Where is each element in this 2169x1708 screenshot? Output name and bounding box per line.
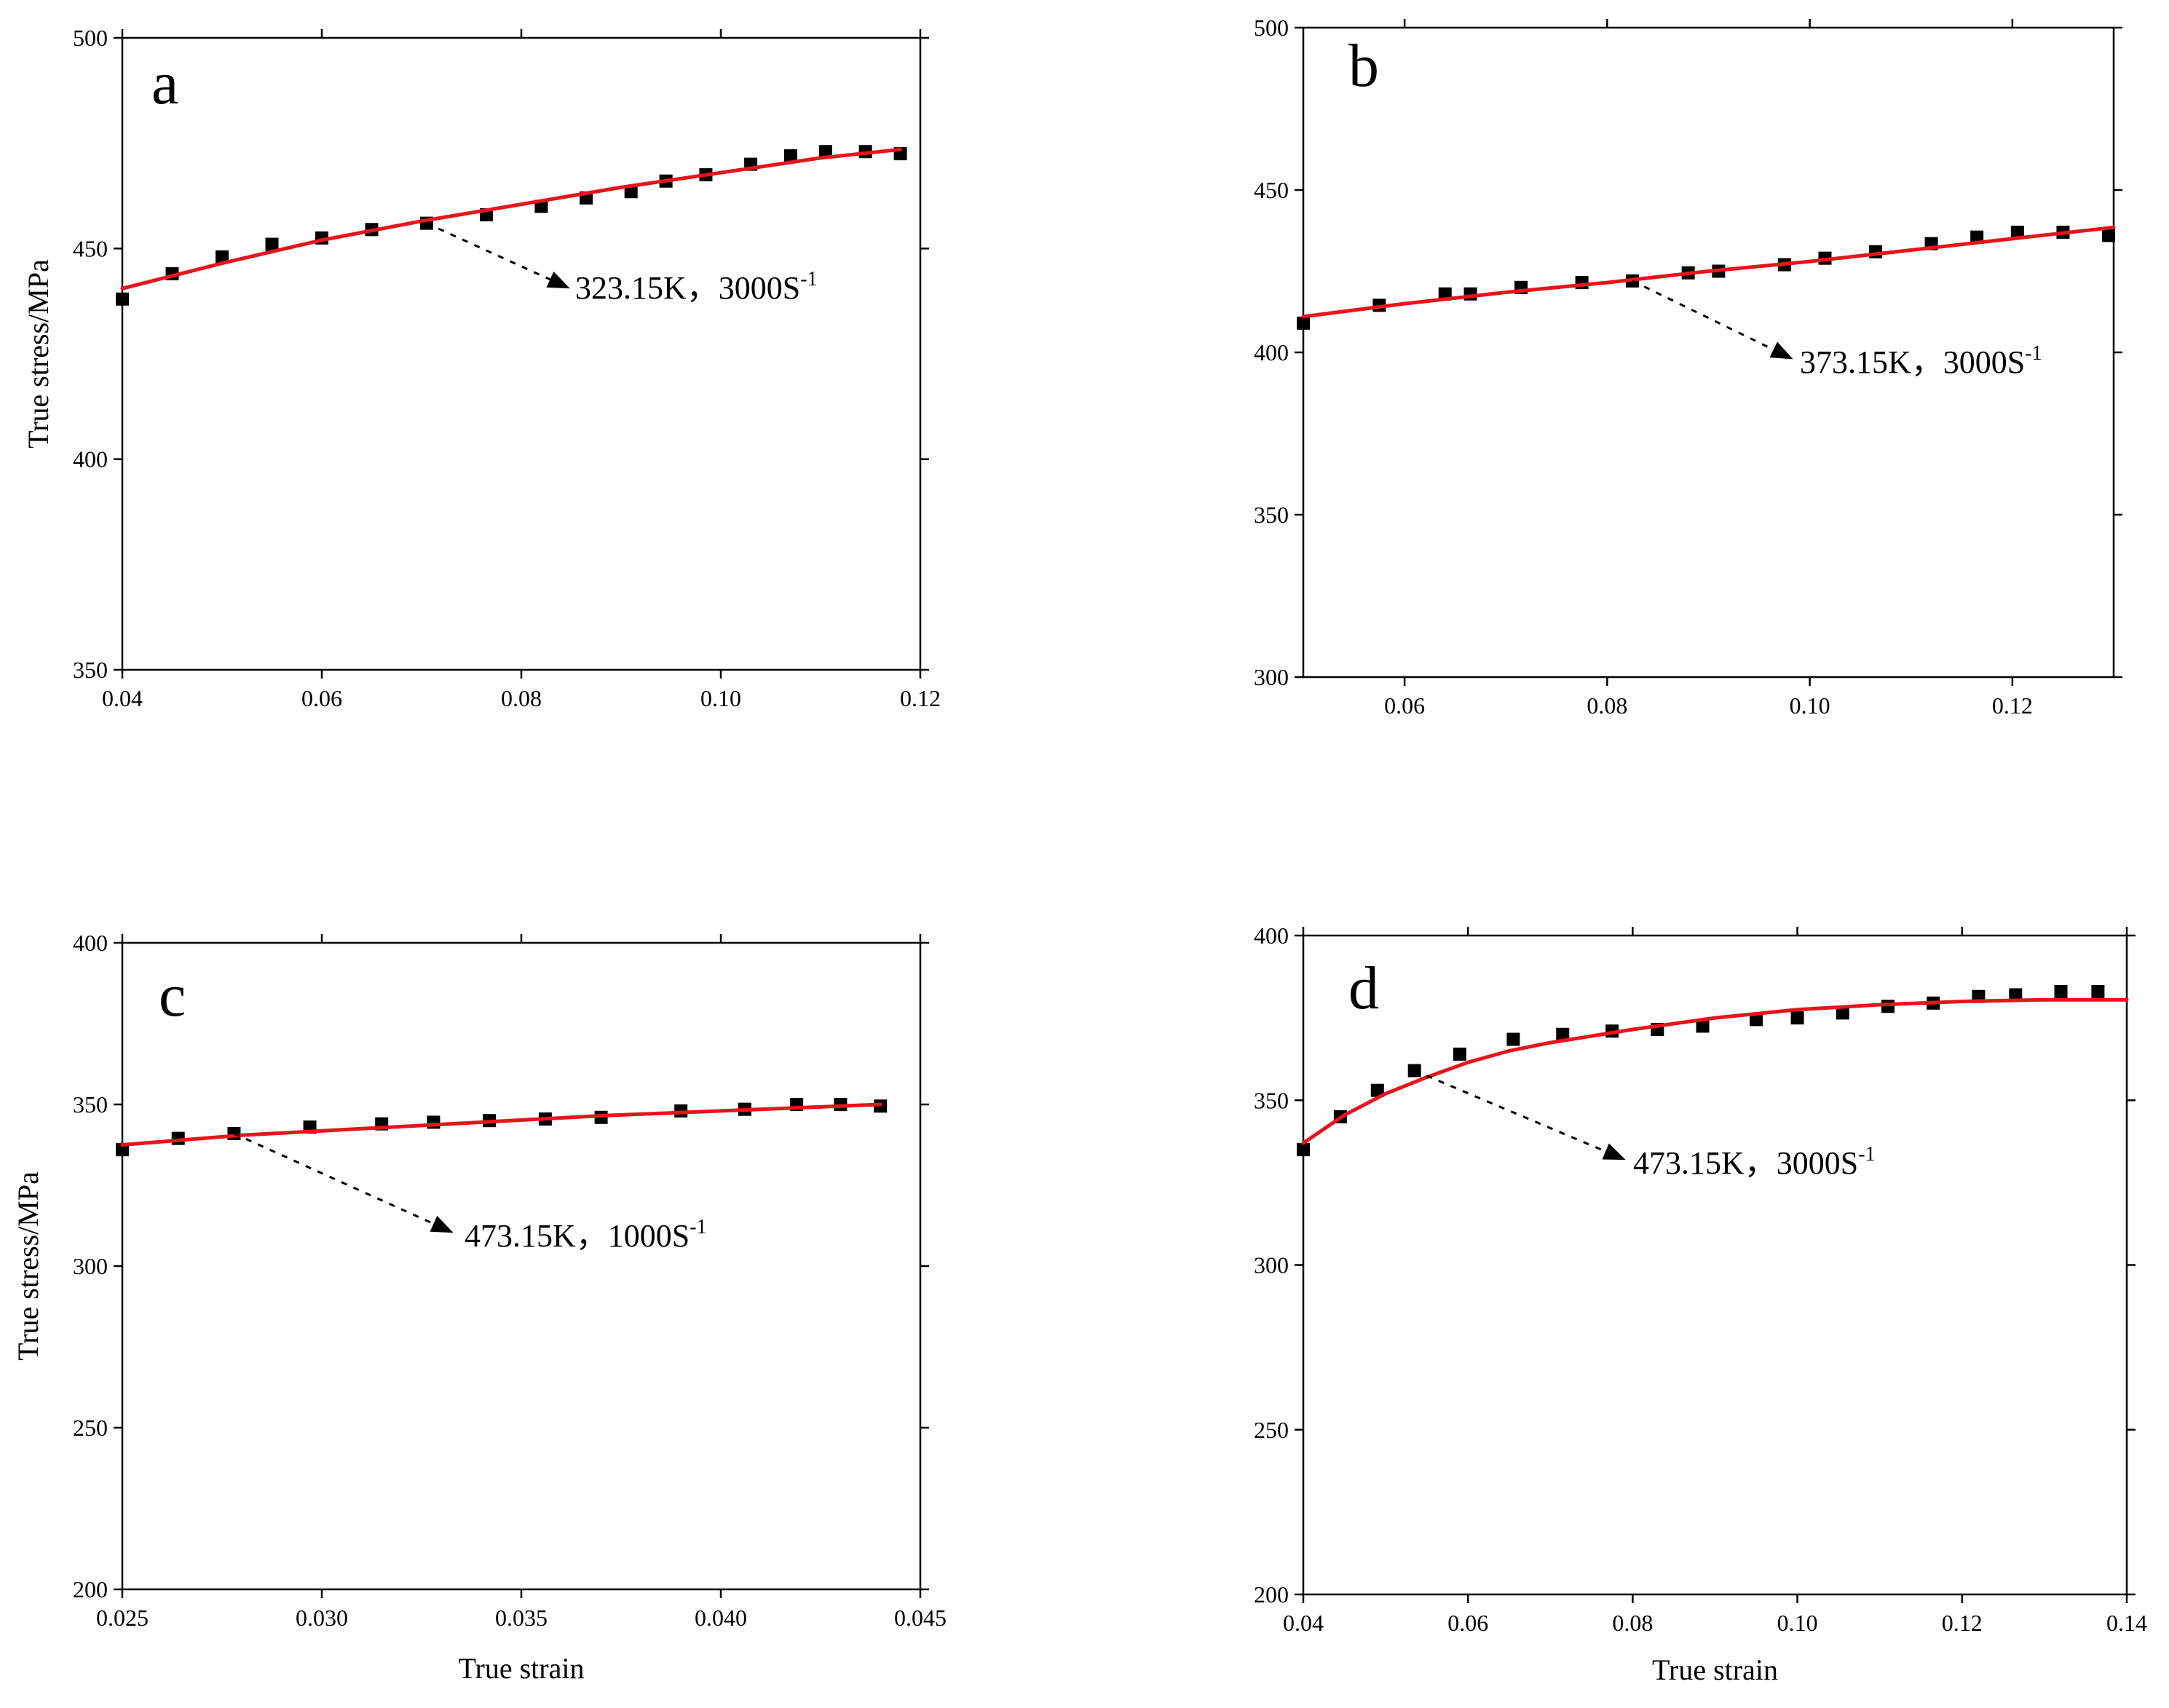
data-point bbox=[1506, 1032, 1520, 1046]
annotation-superscript: -1 bbox=[690, 1216, 706, 1238]
y-tick-label: 400 bbox=[73, 446, 108, 473]
y-tick-label: 250 bbox=[73, 1415, 108, 1441]
y-tick-label: 200 bbox=[1254, 1581, 1289, 1608]
annotation-arrow bbox=[1632, 280, 1793, 360]
data-point bbox=[1297, 316, 1310, 330]
data-point bbox=[2054, 984, 2068, 998]
data-point bbox=[1453, 1047, 1466, 1061]
x-tick-label: 0.12 bbox=[900, 685, 941, 711]
x-tick-label: 0.025 bbox=[96, 1605, 149, 1631]
x-tick-label: 0.030 bbox=[296, 1605, 348, 1631]
model-fit-line bbox=[1301, 997, 2129, 1145]
panel-c: 0.025 0.030 0.035 0.040 0.045 200 250 300 350 400… bbox=[12, 930, 947, 1685]
annotation-text: 473.15K，1000S bbox=[465, 1218, 690, 1254]
panel-a: 0.04 0.06 0.08 0.10 0.12 350 400 450 500 True str… bbox=[22, 25, 941, 711]
model-fit-line bbox=[120, 147, 903, 290]
y-tick-label: 200 bbox=[73, 1576, 108, 1602]
data-point bbox=[818, 145, 832, 159]
data-point bbox=[2010, 225, 2024, 239]
x-tick-label: 0.12 bbox=[1992, 692, 2033, 719]
annotation-arrow bbox=[426, 222, 570, 289]
y-tick-label: 400 bbox=[1254, 339, 1289, 365]
y-tick-label: 350 bbox=[73, 657, 108, 683]
x-tick-label: 0.040 bbox=[695, 1605, 747, 1631]
y-tick-label: 500 bbox=[1254, 15, 1289, 41]
y-tick-label: 350 bbox=[1254, 1087, 1289, 1113]
data-point bbox=[216, 250, 229, 264]
data-point bbox=[265, 237, 279, 251]
data-point bbox=[783, 149, 797, 163]
annotation-text: 473.15K，3000S bbox=[1633, 1145, 1858, 1181]
y-tick-label: 500 bbox=[73, 25, 108, 51]
x-tick-label: 0.08 bbox=[501, 685, 542, 711]
annotation-label: 323.15K，3000S-1 bbox=[575, 268, 818, 306]
y-tick-label: 400 bbox=[1254, 922, 1289, 949]
annotation-superscript: -1 bbox=[2025, 342, 2042, 365]
y-tick-label: 450 bbox=[73, 235, 108, 261]
model-fit-line bbox=[120, 1102, 882, 1147]
plot-frame bbox=[1302, 934, 2128, 1596]
y-tick-label: 450 bbox=[1254, 177, 1289, 203]
x-tick-label: 0.045 bbox=[894, 1605, 947, 1631]
data-point bbox=[1556, 1027, 1570, 1041]
y-tick-label: 400 bbox=[73, 930, 108, 956]
model-fit-line bbox=[1301, 225, 2116, 319]
annotation-label: 473.15K，1000S-1 bbox=[465, 1216, 707, 1254]
y-tick-label: 300 bbox=[73, 1253, 108, 1279]
x-tick-label: 0.10 bbox=[1777, 1610, 1818, 1636]
annotation-label: 473.15K，3000S-1 bbox=[1633, 1143, 1876, 1181]
x-tick-label: 0.035 bbox=[495, 1605, 548, 1631]
y-tick-label: 300 bbox=[1254, 664, 1289, 690]
data-point bbox=[2091, 984, 2105, 998]
panel-d: 0.04 0.06 0.08 0.10 0.12 0.14 200 250 300 350 400 T… bbox=[1254, 922, 2147, 1686]
data-point bbox=[624, 185, 638, 199]
x-tick-label: 0.10 bbox=[700, 685, 741, 711]
y-tick-label: 300 bbox=[1254, 1252, 1289, 1278]
annotation-label: 373.15K，3000S-1 bbox=[1800, 342, 2042, 380]
annotation-arrow bbox=[233, 1132, 454, 1233]
y-tick-label: 350 bbox=[1254, 502, 1289, 528]
data-point bbox=[1370, 1083, 1384, 1097]
annotation-superscript: -1 bbox=[800, 268, 817, 290]
x-tick-label: 0.04 bbox=[1283, 1610, 1324, 1636]
annotation-superscript: -1 bbox=[1858, 1143, 1875, 1166]
data-point bbox=[1790, 1011, 1804, 1025]
y-axis-title: True stress/MPa bbox=[22, 259, 55, 448]
data-point bbox=[1750, 1013, 1763, 1027]
x-tick-label: 0.06 bbox=[301, 685, 342, 711]
x-tick-label: 0.06 bbox=[1447, 1610, 1488, 1636]
x-axis-title: True strain bbox=[1652, 1653, 1778, 1686]
annotation-arrow bbox=[1414, 1070, 1626, 1161]
x-tick-label: 0.08 bbox=[1587, 692, 1627, 719]
panel-letter: c bbox=[159, 962, 186, 1029]
panel-b: 0.06 0.08 0.10 0.12 300 350 400 450 500 b 373.15K，… bbox=[1254, 15, 2122, 719]
data-point bbox=[1696, 1019, 1710, 1033]
x-axis-title: True strain bbox=[459, 1652, 585, 1685]
panel-letter: b bbox=[1348, 32, 1379, 100]
annotation-text: 373.15K，3000S bbox=[1800, 344, 2025, 380]
data-point bbox=[116, 292, 129, 306]
x-tick-label: 0.04 bbox=[102, 685, 143, 711]
x-tick-label: 0.06 bbox=[1384, 692, 1425, 719]
panel-letter: d bbox=[1348, 954, 1379, 1022]
annotation-text: 323.15K，3000S bbox=[575, 270, 800, 306]
x-tick-label: 0.08 bbox=[1612, 1610, 1653, 1636]
data-point bbox=[1297, 1143, 1310, 1157]
x-tick-label: 0.10 bbox=[1790, 692, 1830, 719]
data-point bbox=[1970, 230, 1984, 244]
data-point bbox=[1836, 1006, 1849, 1020]
data-point bbox=[116, 1143, 129, 1157]
plot-frame bbox=[121, 941, 922, 1591]
x-tick-label: 0.12 bbox=[1942, 1610, 1983, 1636]
data-point bbox=[2009, 988, 2023, 1002]
panel-letter: a bbox=[151, 50, 178, 117]
data-point bbox=[2102, 229, 2116, 242]
y-tick-label: 250 bbox=[1254, 1417, 1289, 1443]
x-tick-label: 0.14 bbox=[2106, 1610, 2147, 1636]
plot-frame bbox=[121, 36, 922, 671]
y-axis-title: True stress/MPa bbox=[12, 1171, 44, 1361]
y-tick-label: 350 bbox=[73, 1091, 108, 1118]
